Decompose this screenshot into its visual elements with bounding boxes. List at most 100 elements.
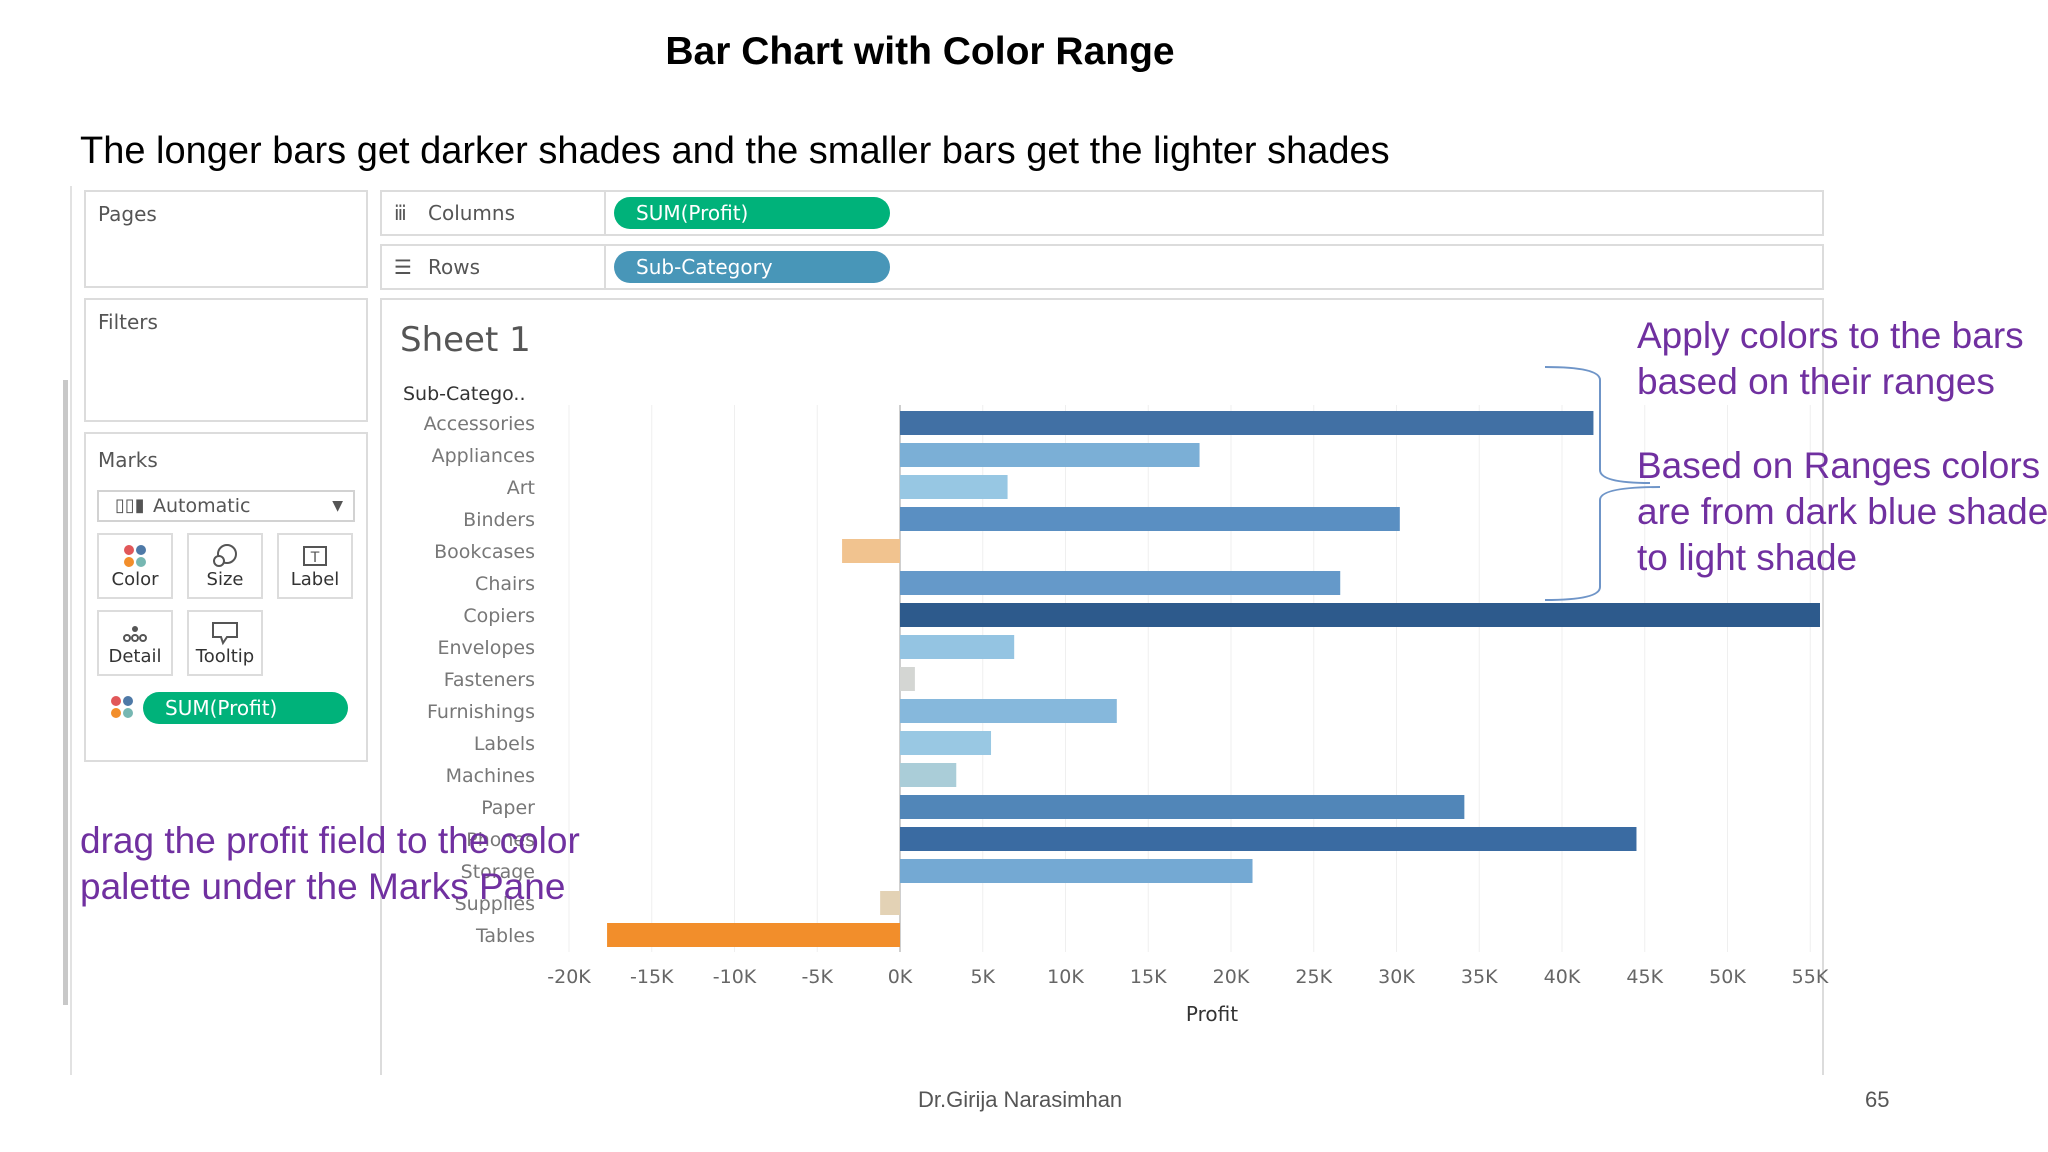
bar-envelopes[interactable]: [900, 635, 1015, 659]
x-tick-label: 40K: [1544, 966, 1581, 988]
label-button-label: Label: [290, 569, 340, 590]
bar-machines[interactable]: [900, 763, 957, 787]
row-label-furnishings: Furnishings: [427, 701, 535, 723]
bar-labels[interactable]: [900, 731, 992, 755]
detail-button-label: Detail: [108, 646, 162, 667]
color-field-icon: [108, 694, 138, 724]
bar-copiers[interactable]: [900, 603, 1820, 627]
x-tick-label: 30K: [1378, 966, 1415, 988]
detail-icon: [99, 620, 171, 646]
color-sum-profit-pill[interactable]: SUM(Profit): [143, 692, 348, 724]
row-label-labels: Labels: [474, 733, 535, 755]
mark-type-value: Automatic: [153, 495, 251, 517]
rows-icon: ☰: [394, 255, 412, 279]
tooltip-button-label: Tooltip: [195, 646, 255, 667]
bar-chairs[interactable]: [900, 571, 1341, 595]
x-axis-title: Profit: [1186, 1002, 1238, 1026]
annotation-mid-right: Based on Ranges colors are from dark blu…: [1637, 443, 2048, 581]
bar-furnishings[interactable]: [900, 699, 1117, 723]
filters-label: Filters: [98, 310, 158, 334]
tooltip-icon: [189, 620, 261, 646]
columns-sum-profit-pill[interactable]: SUM(Profit): [614, 197, 890, 229]
x-tick-label: 5K: [970, 966, 995, 988]
pages-card[interactable]: Pages: [84, 190, 368, 288]
row-label-paper: Paper: [481, 797, 535, 819]
x-tick-label: -5K: [802, 966, 834, 988]
size-button-label: Size: [206, 569, 244, 590]
bar-chart-icon: ▯▯▮: [115, 495, 145, 516]
rows-subcategory-pill[interactable]: Sub-Category: [614, 251, 890, 283]
annotation-mid-right-line1: Based on Ranges colors: [1637, 445, 2041, 486]
color-button-label: Color: [111, 569, 159, 590]
pages-label: Pages: [98, 202, 157, 226]
slide-title: Bar Chart with Color Range: [665, 30, 1175, 73]
bar-appliances[interactable]: [900, 443, 1200, 467]
tooltip-button[interactable]: Tooltip: [187, 610, 263, 676]
annotation-bottom-left-line2: palette under the Marks Pane: [80, 866, 566, 907]
x-tick-label: 10K: [1047, 966, 1084, 988]
sheet-title: Sheet 1: [400, 320, 531, 360]
row-label-copiers: Copiers: [463, 605, 535, 627]
marks-label: Marks: [98, 448, 158, 472]
annotation-bracket-bottom: [1544, 486, 1661, 601]
mark-type-dropdown[interactable]: ▯▯▮ Automatic ▼: [97, 490, 355, 522]
footer-page-number: 65: [1865, 1087, 1890, 1112]
x-tick-label: -20K: [547, 966, 591, 988]
row-label-binders: Binders: [463, 509, 535, 531]
chevron-down-icon: ▼: [332, 498, 343, 514]
row-header: Sub-Catego..: [403, 383, 526, 405]
bar-supplies[interactable]: [880, 891, 900, 915]
bar-tables[interactable]: [607, 923, 900, 947]
left-scrollbar[interactable]: [63, 380, 68, 1005]
row-label-accessories: Accessories: [424, 413, 535, 435]
row-label-envelopes: Envelopes: [437, 637, 535, 659]
x-tick-label: 45K: [1626, 966, 1663, 988]
x-tick-label: 15K: [1130, 966, 1167, 988]
bar-binders[interactable]: [900, 507, 1400, 531]
columns-shelf[interactable]: ⅲ Columns SUM(Profit): [380, 190, 1824, 236]
bar-storage[interactable]: [900, 859, 1253, 883]
bar-art[interactable]: [900, 475, 1008, 499]
x-tick-label: -15K: [630, 966, 674, 988]
bar-bookcases[interactable]: [842, 539, 900, 563]
row-label-art: Art: [507, 477, 535, 499]
svg-text:T: T: [310, 550, 320, 566]
x-tick-label: 35K: [1461, 966, 1498, 988]
annotation-top-right-line1: Apply colors to the bars: [1637, 315, 2024, 356]
footer-author: Dr.Girija Narasimhan: [918, 1087, 1123, 1112]
detail-button[interactable]: Detail: [97, 610, 173, 676]
left-panel-border: [70, 186, 72, 1075]
row-label-fasteners: Fasteners: [444, 669, 535, 691]
rows-label: Rows: [382, 246, 606, 288]
columns-label: Columns: [382, 192, 606, 234]
filters-card[interactable]: Filters: [84, 298, 368, 422]
row-label-supplies: Supplies: [455, 893, 535, 915]
x-tick-label: -10K: [713, 966, 757, 988]
annotation-top-right-line2: based on their ranges: [1637, 361, 1995, 402]
slide-subtitle: The longer bars get darker shades and th…: [80, 130, 1390, 172]
row-label-machines: Machines: [446, 765, 535, 787]
x-tick-label: 0K: [888, 966, 913, 988]
x-tick-label: 20K: [1213, 966, 1250, 988]
annotation-bottom-left: drag the profit field to the color palet…: [80, 818, 580, 910]
annotation-bracket-top: [1544, 366, 1651, 484]
row-label-phones: Phones: [466, 829, 535, 851]
size-icon: [189, 543, 261, 569]
size-button[interactable]: Size: [187, 533, 263, 599]
bar-phones[interactable]: [900, 827, 1637, 851]
bar-paper[interactable]: [900, 795, 1465, 819]
columns-icon: ⅲ: [394, 201, 407, 225]
annotation-mid-right-line2: are from dark blue shade: [1637, 491, 2048, 532]
bar-accessories[interactable]: [900, 411, 1594, 435]
row-label-chairs: Chairs: [475, 573, 535, 595]
row-label-appliances: Appliances: [432, 445, 535, 467]
x-tick-label: 25K: [1295, 966, 1332, 988]
label-button[interactable]: T Label: [277, 533, 353, 599]
rows-shelf[interactable]: ☰ Rows Sub-Category: [380, 244, 1824, 290]
x-tick-label: 50K: [1709, 966, 1746, 988]
row-label-bookcases: Bookcases: [434, 541, 535, 563]
x-tick-label: 55K: [1792, 966, 1829, 988]
color-button[interactable]: Color: [97, 533, 173, 599]
bar-fasteners[interactable]: [900, 667, 915, 691]
